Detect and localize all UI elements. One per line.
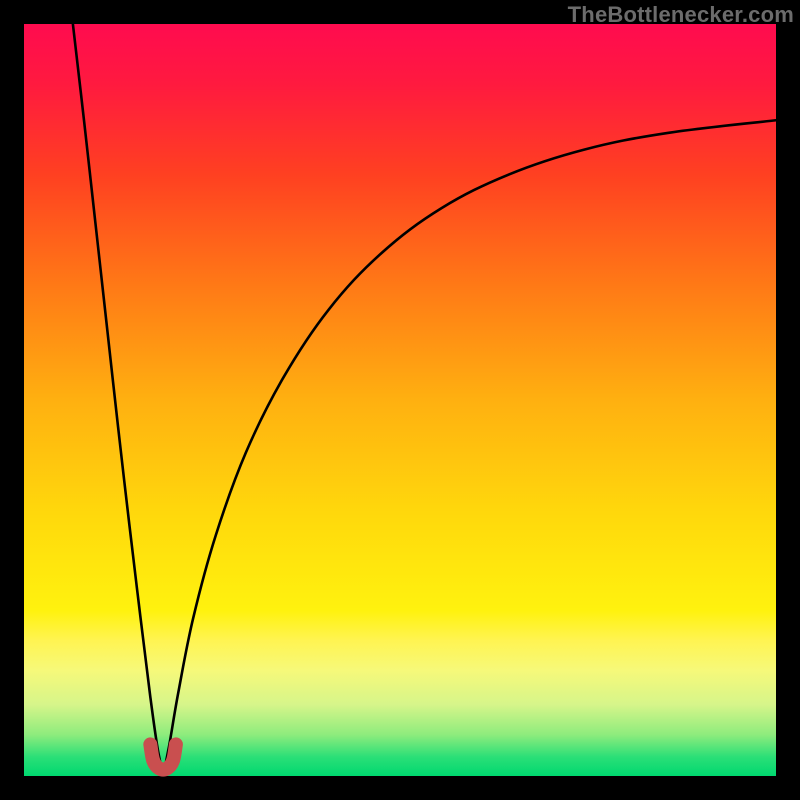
chart-background [24, 24, 776, 776]
chart-canvas [0, 0, 800, 800]
bottleneck-curve-chart [0, 0, 800, 800]
chart-container: TheBottlenecker.com [0, 0, 800, 800]
watermark-label: TheBottlenecker.com [568, 2, 794, 28]
